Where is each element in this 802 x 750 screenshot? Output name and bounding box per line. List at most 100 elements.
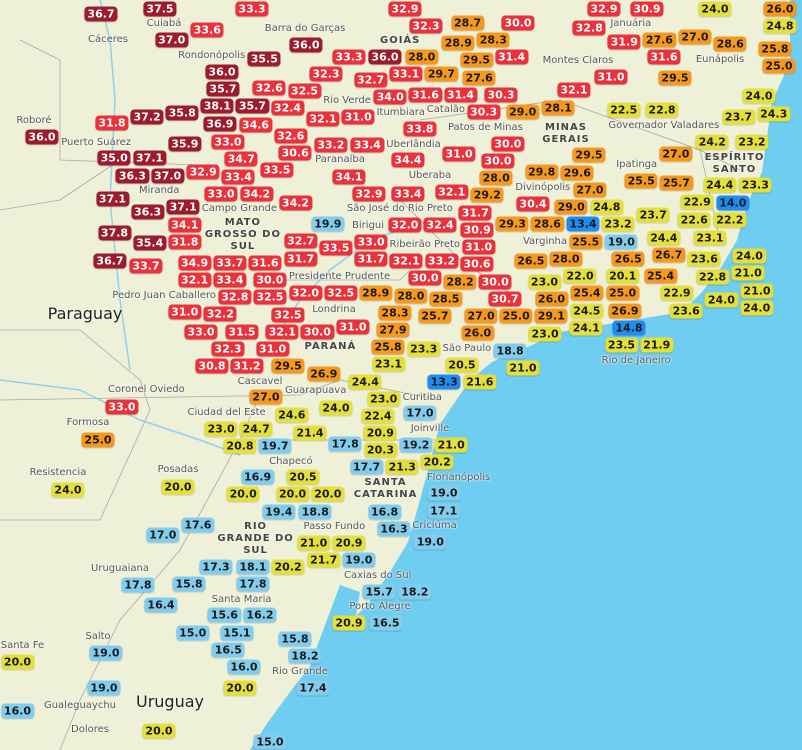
temperature-label[interactable]: 31.7 bbox=[284, 251, 318, 267]
temperature-label[interactable]: 30.0 bbox=[253, 272, 287, 288]
temperature-label[interactable]: 28.3 bbox=[378, 305, 412, 321]
temperature-label[interactable]: 37.1 bbox=[95, 191, 130, 207]
temperature-label[interactable]: 17.6 bbox=[181, 517, 215, 533]
temperature-label[interactable]: 22.5 bbox=[607, 102, 641, 118]
temperature-label[interactable]: 37.1 bbox=[133, 150, 167, 166]
temperature-label[interactable]: 32.8 bbox=[572, 20, 606, 36]
temperature-label[interactable]: 32.0 bbox=[388, 217, 422, 233]
temperature-label[interactable]: 29.8 bbox=[525, 164, 559, 179]
temperature-label[interactable]: 25.4 bbox=[570, 285, 604, 301]
temperature-label[interactable]: 27.0 bbox=[573, 182, 607, 198]
temperature-label[interactable]: 31.0 bbox=[168, 304, 202, 320]
temperature-label[interactable]: 21.4 bbox=[293, 425, 327, 441]
temperature-label[interactable]: 20.0 bbox=[142, 723, 176, 739]
temperature-label[interactable]: 38.1 bbox=[200, 98, 234, 114]
temperature-label[interactable]: 31.6 bbox=[248, 255, 282, 271]
temperature-label[interactable]: 22.4 bbox=[361, 408, 395, 424]
temperature-label[interactable]: 28.0 bbox=[549, 251, 583, 267]
temperature-label[interactable]: 32.6 bbox=[252, 80, 286, 96]
temperature-label[interactable]: 16.5 bbox=[211, 642, 245, 658]
temperature-label[interactable]: 22.6 bbox=[677, 212, 711, 228]
temperature-label[interactable]: 33.0 bbox=[211, 134, 245, 150]
temperature-label[interactable]: 34.0 bbox=[373, 89, 407, 105]
temperature-label[interactable]: 20.0 bbox=[223, 680, 257, 696]
temperature-label[interactable]: 34.7 bbox=[224, 151, 258, 167]
temperature-label[interactable]: 16.2 bbox=[243, 607, 277, 623]
temperature-label[interactable]: 23.6 bbox=[687, 251, 721, 267]
temperature-label[interactable]: 30.9 bbox=[630, 1, 664, 16]
temperature-label[interactable]: 22.8 bbox=[645, 102, 679, 118]
temperature-label[interactable]: 31.0 bbox=[594, 69, 628, 84]
temperature-label[interactable]: 13.4 bbox=[566, 216, 600, 232]
temperature-label[interactable]: 34.6 bbox=[238, 117, 273, 133]
temperature-label[interactable]: 33.0 bbox=[184, 324, 218, 340]
temperature-label[interactable]: 32.4 bbox=[270, 100, 305, 116]
temperature-label[interactable]: 31.7 bbox=[458, 205, 492, 220]
temperature-label[interactable]: 15.8 bbox=[278, 631, 312, 647]
temperature-label[interactable]: 25.4 bbox=[644, 268, 678, 284]
temperature-label[interactable]: 17.8 bbox=[121, 577, 155, 593]
temperature-label[interactable]: 29.3 bbox=[495, 216, 529, 232]
temperature-label[interactable]: 15.0 bbox=[176, 625, 210, 641]
temperature-label[interactable]: 22.2 bbox=[713, 212, 747, 228]
temperature-label[interactable]: 33.4 bbox=[221, 169, 255, 184]
temperature-label[interactable]: 25.7 bbox=[418, 308, 452, 324]
temperature-label[interactable]: 23.0 bbox=[527, 274, 562, 290]
temperature-label[interactable]: 33.6 bbox=[190, 22, 224, 38]
temperature-label[interactable]: 28.5 bbox=[429, 291, 463, 307]
temperature-label[interactable]: 27.0 bbox=[659, 146, 693, 162]
temperature-label[interactable]: 31.0 bbox=[442, 146, 476, 161]
temperature-label[interactable]: 31.8 bbox=[95, 115, 129, 131]
temperature-label[interactable]: 20.1 bbox=[606, 268, 640, 284]
temperature-label[interactable]: 33.5 bbox=[260, 162, 294, 178]
temperature-label[interactable]: 17.4 bbox=[296, 680, 330, 696]
temperature-label[interactable]: 30.0 bbox=[501, 15, 535, 31]
temperature-label[interactable]: 33.2 bbox=[314, 137, 348, 153]
temperature-label[interactable]: 24.6 bbox=[275, 407, 309, 423]
temperature-label[interactable]: 20.3 bbox=[363, 442, 398, 458]
temperature-label[interactable]: 15.6 bbox=[207, 607, 241, 623]
temperature-label[interactable]: 29.7 bbox=[424, 66, 458, 82]
temperature-label[interactable]: 19.0 bbox=[413, 534, 447, 550]
temperature-label[interactable]: 36.3 bbox=[131, 204, 165, 220]
temperature-label[interactable]: 22.0 bbox=[563, 268, 597, 284]
temperature-label[interactable]: 30.0 bbox=[300, 324, 334, 340]
temperature-label[interactable]: 16.3 bbox=[377, 521, 411, 537]
temperature-label[interactable]: 31.0 bbox=[462, 239, 496, 255]
temperature-label[interactable]: 28.7 bbox=[451, 15, 485, 31]
temperature-label[interactable]: 31.0 bbox=[336, 319, 370, 335]
temperature-label[interactable]: 35.5 bbox=[247, 51, 281, 67]
temperature-label[interactable]: 26.0 bbox=[763, 1, 797, 16]
temperature-label[interactable]: 28.0 bbox=[405, 49, 439, 65]
temperature-label[interactable]: 30.4 bbox=[516, 196, 550, 212]
temperature-label[interactable]: 36.7 bbox=[84, 6, 118, 22]
temperature-label[interactable]: 33.3 bbox=[235, 1, 269, 16]
temperature-label[interactable]: 32.1 bbox=[178, 272, 212, 288]
temperature-label[interactable]: 33.0 bbox=[105, 399, 139, 415]
temperature-label[interactable]: 30.8 bbox=[195, 358, 229, 374]
temperature-label[interactable]: 23.1 bbox=[693, 230, 727, 246]
temperature-label[interactable]: 24.0 bbox=[319, 400, 353, 416]
temperature-label[interactable]: 32.9 bbox=[388, 1, 422, 16]
temperature-label[interactable]: 27.0 bbox=[249, 389, 283, 405]
temperature-label[interactable]: 24.3 bbox=[757, 106, 791, 122]
temperature-label[interactable]: 34.1 bbox=[168, 217, 202, 233]
temperature-label[interactable]: 34.9 bbox=[178, 255, 212, 271]
temperature-label[interactable]: 22.8 bbox=[696, 269, 730, 285]
temperature-label[interactable]: 34.4 bbox=[391, 152, 425, 168]
temperature-label[interactable]: 16.5 bbox=[369, 615, 403, 631]
temperature-label[interactable]: 18.8 bbox=[298, 504, 332, 520]
temperature-label[interactable]: 31.0 bbox=[256, 341, 290, 357]
temperature-label[interactable]: 33.4 bbox=[391, 186, 425, 202]
temperature-label[interactable]: 28.2 bbox=[443, 274, 477, 290]
temperature-label[interactable]: 23.0 bbox=[528, 326, 562, 342]
temperature-label[interactable]: 16.4 bbox=[144, 597, 178, 613]
temperature-label[interactable]: 20.9 bbox=[332, 535, 366, 551]
temperature-label[interactable]: 30.6 bbox=[278, 145, 312, 161]
temperature-label[interactable]: 32.3 bbox=[309, 66, 343, 82]
temperature-label[interactable]: 32.9 bbox=[352, 186, 386, 202]
temperature-label[interactable]: 23.5 bbox=[604, 337, 639, 353]
temperature-label[interactable]: 24.8 bbox=[590, 199, 624, 215]
temperature-label[interactable]: 29.6 bbox=[560, 165, 594, 181]
temperature-label[interactable]: 35.0 bbox=[97, 150, 131, 166]
